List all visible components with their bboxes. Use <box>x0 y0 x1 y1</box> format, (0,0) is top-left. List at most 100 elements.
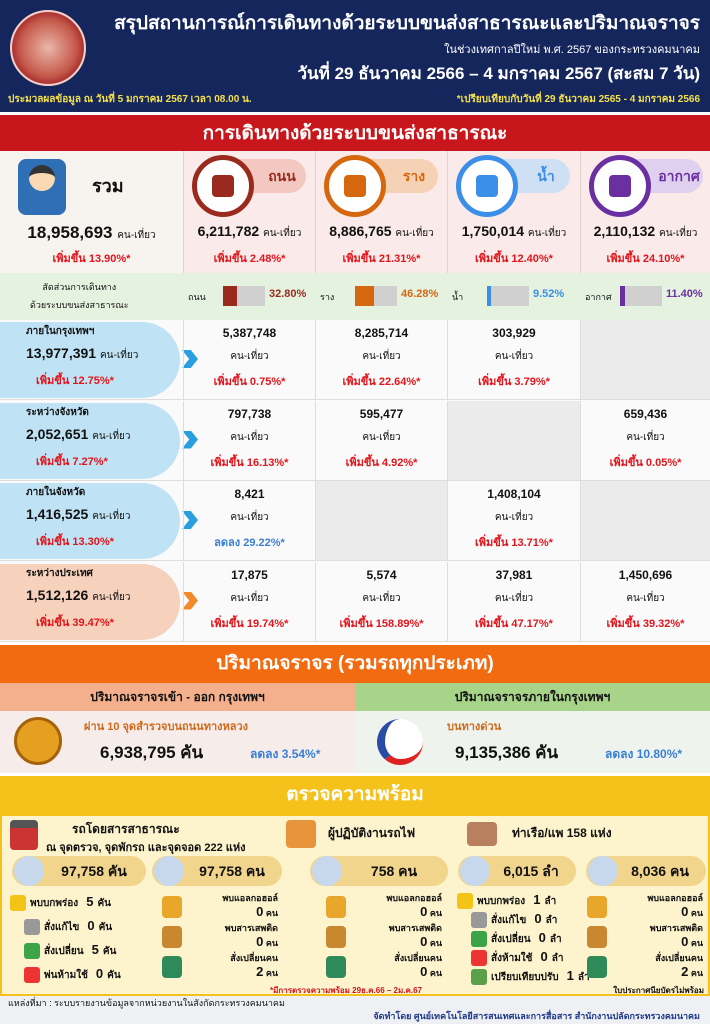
cross-icon <box>24 967 40 984</box>
check-item: สั่งห้ามใช้ 0 ลำ <box>471 949 563 967</box>
cell-change: เพิ่มขึ้น 22.64%* <box>342 376 421 388</box>
cell-change: เพิ่มขึ้น 13.71%* <box>475 537 553 549</box>
syringe-icon <box>326 926 346 948</box>
staff-check: พบแอลกอฮอล์ 0 คน <box>611 892 703 920</box>
table-cell: 1,450,696 คน-เที่ยว เพิ่มขึ้น 39.32%* <box>580 561 710 641</box>
check-value: 0 <box>540 949 548 964</box>
bus-icon <box>14 856 44 886</box>
check-unit: ลำ <box>545 915 558 926</box>
mode-value: 8,886,765 คน-เที่ยว <box>329 223 434 239</box>
check-label: สั่งแก้ไข <box>44 922 80 933</box>
wrench-icon <box>24 919 40 936</box>
traffic-banner: ปริมาณจราจร (รวมรถทุกประเภท) <box>0 645 710 683</box>
cell-unit: คน-เที่ยว <box>362 431 401 443</box>
mode-change: เพิ่มขึ้น 2.48%* <box>213 253 286 265</box>
check-value: 0 <box>534 911 542 926</box>
staff-check-unit: คน <box>265 968 278 978</box>
mode-column-2: น้ำ 1,750,014 คน-เที่ยว เพิ่มขึ้น 12.40%* <box>447 151 580 273</box>
cell-change: เพิ่มขึ้น 19.74%* <box>210 617 289 630</box>
check-item: สั่งเปลี่ยน 0 ลำ <box>471 930 562 948</box>
cell-unit: คน-เที่ยว <box>362 351 401 362</box>
table-cell: 797,738 คน-เที่ยว เพิ่มขึ้น 16.13%* <box>183 400 315 480</box>
page-subtitle: ในช่วงเทศกาลปีใหม่ พ.ศ. 2567 ของกระทรวงค… <box>444 44 700 56</box>
traffic-left: ผ่าน 10 จุดสำรวจบนถนนทางหลวง 6,938,795 ค… <box>0 711 355 773</box>
cell-unit: คน-เที่ยว <box>626 592 665 604</box>
empty-cell <box>580 320 710 399</box>
chevron-right-icon <box>182 511 198 529</box>
check-unit: คัน <box>102 946 117 957</box>
check-label: พบบกพร่อง <box>477 896 526 907</box>
mode-value: 1,750,014 คน-เที่ยว <box>461 223 567 239</box>
cell-unit: คน-เที่ยว <box>230 592 269 604</box>
ship-icon <box>456 155 518 217</box>
cell-value: 1,408,104 <box>487 487 541 501</box>
person-icon <box>154 856 184 886</box>
row-total: 13,977,391 คน-เที่ยว <box>26 345 139 361</box>
staff-change-icon <box>162 956 182 978</box>
staff-check-label: พบสารเสพติด <box>224 923 278 933</box>
share-bar-fill <box>620 286 625 306</box>
cell-unit: คน-เที่ยว <box>362 592 401 604</box>
staff-check-label: พบสารเสพติด <box>649 923 703 933</box>
row-label: ระหว่างจังหวัด <box>26 406 89 418</box>
warning-icon <box>457 893 473 910</box>
table-cell: 1,408,104 คน-เที่ยว เพิ่มขึ้น 13.71%* <box>447 481 580 560</box>
check-item: เปรียบเทียบปรับ 1 ลำ <box>471 968 590 986</box>
mode-change: เพิ่มขึ้น 24.10%* <box>606 253 685 265</box>
staff-check-label: สั่งเปลี่ยนคน <box>655 953 703 963</box>
staff-check-value: 0 <box>256 934 264 949</box>
check-unit: ลำ <box>549 934 562 945</box>
table-cell: 37,981 คน-เที่ยว เพิ่มขึ้น 47.17%* <box>447 561 580 641</box>
share-percent: 9.52% <box>533 288 565 300</box>
beer-icon <box>326 896 346 918</box>
cell-unit: คน-เที่ยว <box>494 592 534 604</box>
row-change: เพิ่มขึ้น 13.30%* <box>36 536 114 548</box>
row-label: ภายในกรุงเทพฯ <box>26 326 95 337</box>
total-label: รวม <box>92 176 124 196</box>
row-total: 1,416,525 คน-เที่ยว <box>26 506 131 522</box>
readiness-section: รถโดยสารสาธารณะ ณ จุดตรวจ, จุดพักรถ และจ… <box>0 814 710 996</box>
share-mode-label: ราง <box>320 292 335 302</box>
table-cell: 659,436 คน-เที่ยว เพิ่มขึ้น 0.05%* <box>580 400 710 480</box>
share-bar <box>487 286 529 306</box>
syringe-icon <box>162 926 182 948</box>
table-cell: 17,875 คน-เที่ยว เพิ่มขึ้น 19.74%* <box>183 561 315 641</box>
check-value: 0 <box>87 918 95 933</box>
row-summary: ภายในจังหวัด 1,416,525 คน-เที่ยว เพิ่มขึ… <box>0 483 180 559</box>
check-item: สั่งแก้ไข 0 ลำ <box>471 911 558 929</box>
row-label: ระหว่างประเทศ <box>26 567 93 579</box>
rail-note: *มีการตรวจความพร้อม 29ธ.ค.66 – 2ม.ค.67 <box>270 986 422 995</box>
train-icon <box>324 155 386 217</box>
bus-title: รถโดยสารสาธารณะ <box>72 822 180 836</box>
total-change: เพิ่มขึ้น 13.90%* <box>52 253 131 265</box>
staff-check: สั่งเปลี่ยนคน 2 คน <box>611 952 703 980</box>
footer-credit: จัดทำโดย ศูนย์เทคโนโลยีสารสนเทศและการสื่… <box>373 1011 700 1021</box>
check-unit: ลำ <box>577 972 590 983</box>
traffic-right-sub: บนทางด่วน <box>447 721 502 733</box>
mode-column-1: ราง 8,886,765 คน-เที่ยว เพิ่มขึ้น 21.31%* <box>315 151 447 273</box>
cell-unit: คน-เที่ยว <box>494 351 534 362</box>
traffic-left-header: ปริมาณจราจรเข้า - ออก กรุงเทพฯ <box>0 683 355 711</box>
chevron-right-icon <box>182 430 198 449</box>
check-value: 0 <box>538 930 546 945</box>
share-mode-label: อากาศ <box>585 292 612 302</box>
cell-value: 37,981 <box>495 567 533 582</box>
beer-icon <box>162 896 182 918</box>
row-summary: ระหว่างจังหวัด 2,052,651 คน-เที่ยว เพิ่ม… <box>0 402 180 479</box>
chevron-right-icon <box>182 591 198 610</box>
cell-value: 5,387,748 <box>222 326 277 340</box>
total-value: 18,958,693 คน-เที่ยว <box>27 223 156 242</box>
check-value: 1 <box>566 968 574 983</box>
header: สรุปสถานการณ์การเดินทางด้วยระบบขนส่งสาธา… <box>0 0 710 112</box>
check-unit: คัน <box>107 970 121 981</box>
row-total: 2,052,651 คน-เที่ยว <box>26 425 131 442</box>
traffic-left-value: 6,938,795 คัน <box>100 743 204 762</box>
ministry-logo <box>10 10 86 86</box>
cell-change: เพิ่มขึ้น 0.05%* <box>609 456 682 469</box>
person-icon <box>312 856 342 886</box>
cell-value: 595,477 <box>359 406 404 421</box>
table-cell: 303,929 คน-เที่ยว เพิ่มขึ้น 3.79%* <box>447 320 580 399</box>
cell-change: เพิ่มขึ้น 158.89%* <box>339 617 424 630</box>
highway-department-logo <box>14 717 62 765</box>
table-row: ระหว่างจังหวัด 2,052,651 คน-เที่ยว เพิ่ม… <box>0 400 710 481</box>
